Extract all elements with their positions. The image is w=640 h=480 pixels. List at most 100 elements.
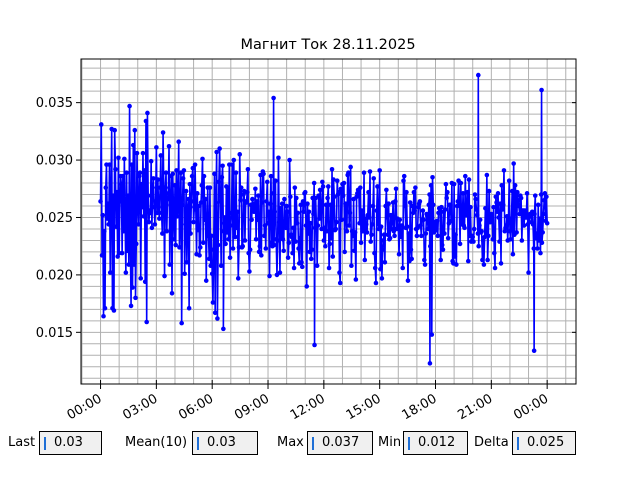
data-point: [346, 223, 352, 228]
data-point: [417, 199, 423, 204]
data-point: [208, 263, 213, 269]
data-point: [218, 199, 223, 204]
data-point: [127, 103, 132, 109]
data-point: [364, 230, 370, 235]
data-point: [410, 203, 415, 209]
data-point: [455, 199, 461, 204]
data-point: [413, 185, 418, 190]
data-point: [501, 168, 507, 173]
x-tick-label: 00:00: [65, 391, 105, 423]
data-point: [485, 257, 490, 263]
mean-value-field[interactable]: 0.03: [192, 431, 258, 455]
data-point: [270, 191, 276, 196]
last-value-field[interactable]: 0.03: [39, 431, 102, 455]
data-point: [334, 219, 339, 225]
data-point: [164, 228, 170, 234]
data-point: [224, 230, 230, 235]
data-point: [181, 168, 187, 173]
data-point: [284, 203, 289, 209]
data-point: [482, 234, 487, 240]
data-point: [472, 192, 478, 197]
data-point: [338, 186, 344, 192]
data-point: [154, 145, 159, 150]
data-point: [409, 256, 414, 262]
data-point: [271, 95, 276, 101]
data-point: [298, 202, 304, 208]
data-point: [509, 188, 515, 194]
data-point: [481, 262, 487, 267]
data-point: [110, 193, 116, 198]
data-point: [473, 196, 479, 202]
data-point: [407, 200, 413, 205]
data-point: [160, 231, 165, 236]
data-point: [216, 179, 222, 185]
data-point: [528, 214, 534, 219]
data-point: [347, 210, 353, 216]
data-point: [112, 127, 117, 133]
data-point: [250, 201, 256, 206]
data-point: [421, 217, 426, 223]
y-tick-label: 0.020: [36, 268, 73, 283]
data-point: [204, 222, 210, 227]
data-point: [406, 231, 412, 236]
data-point: [214, 149, 219, 155]
data-point: [320, 179, 325, 185]
data-point: [254, 199, 260, 204]
data-point: [119, 250, 125, 256]
data-point: [402, 203, 408, 209]
data-point: [499, 183, 505, 188]
data-point: [442, 207, 448, 212]
data-point: [293, 239, 298, 244]
data-point: [502, 228, 508, 234]
data-point: [430, 174, 435, 180]
data-point: [488, 219, 493, 225]
data-point: [148, 210, 153, 216]
data-point: [353, 277, 359, 282]
data-point: [386, 201, 391, 206]
data-point: [220, 163, 225, 169]
data-point: [308, 256, 314, 262]
data-point: [373, 280, 379, 286]
delta-value-field[interactable]: 0.025: [512, 431, 576, 455]
data-point: [336, 189, 342, 195]
data-point: [148, 158, 154, 164]
data-point: [330, 254, 336, 259]
min-value-field[interactable]: 0.012: [403, 431, 468, 455]
data-point: [326, 184, 331, 189]
data-point: [160, 130, 166, 135]
data-point: [322, 225, 327, 231]
data-point: [355, 191, 360, 196]
data-point: [369, 222, 375, 227]
data-point: [153, 199, 158, 204]
data-point: [537, 216, 543, 221]
data-point: [227, 255, 233, 260]
data-point: [177, 245, 182, 250]
data-point: [98, 199, 103, 204]
data-point: [305, 231, 311, 236]
data-point: [103, 185, 109, 190]
data-point: [211, 247, 216, 252]
max-value-field[interactable]: 0.037: [307, 431, 373, 455]
data-point: [522, 208, 528, 213]
data-point: [291, 265, 297, 271]
data-point: [256, 249, 262, 255]
data-point: [369, 232, 374, 238]
data-point: [165, 191, 171, 196]
data-point: [289, 234, 295, 240]
data-point: [247, 269, 252, 274]
data-point: [429, 218, 435, 224]
data-point: [255, 217, 260, 223]
data-point: [290, 250, 295, 256]
data-point: [483, 205, 488, 211]
data-point: [451, 181, 457, 187]
data-point: [500, 207, 505, 212]
data-point: [273, 178, 278, 184]
data-point: [229, 162, 235, 167]
data-point: [138, 276, 144, 281]
data-point: [134, 150, 140, 156]
data-point: [122, 216, 128, 221]
data-point: [526, 270, 531, 275]
data-point: [480, 257, 485, 263]
data-point: [490, 237, 496, 242]
data-point: [171, 237, 177, 242]
